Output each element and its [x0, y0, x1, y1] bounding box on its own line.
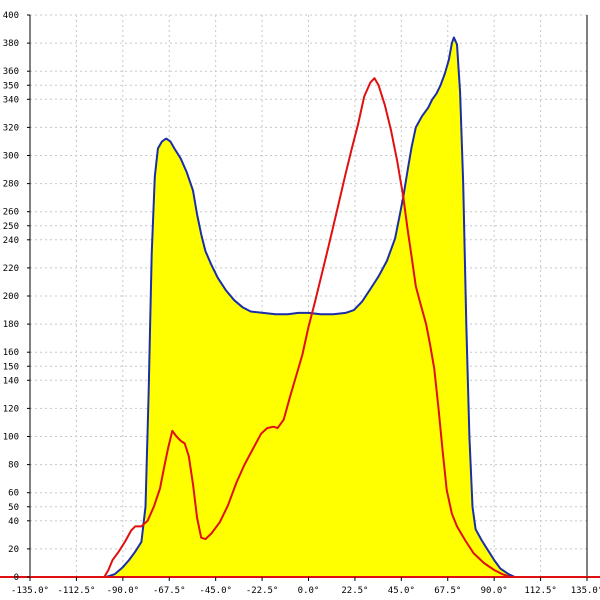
- y-tick-label: 300: [3, 152, 19, 162]
- y-tick-label: 240: [3, 236, 19, 246]
- x-axis-ticks: -135.0° -112.5° -90.0° -67.5° -45.0° -22.5° 0.…: [11, 577, 600, 596]
- y-tick-label: 260: [3, 208, 19, 218]
- x-tick-label: 67.5°: [434, 586, 461, 596]
- y-tick-label: 380: [3, 39, 19, 49]
- y-tick-label: 160: [3, 348, 19, 358]
- y-tick-label: 40: [8, 517, 19, 527]
- y-tick-label: 280: [3, 180, 19, 190]
- x-tick-label: 45.0°: [388, 586, 415, 596]
- x-tick-label: 90.0°: [481, 586, 508, 596]
- y-tick-label: 340: [3, 95, 19, 105]
- y-tick-label: 350: [3, 81, 19, 91]
- x-tick-label: 112.5°: [524, 586, 557, 596]
- series-lines: [30, 36, 587, 578]
- x-tick-label: 0.0°: [298, 586, 320, 596]
- y-tick-label: 140: [3, 376, 19, 386]
- series-blue-fill: [30, 37, 587, 577]
- x-tick-label: -90.0°: [107, 586, 140, 596]
- fill-area: [30, 37, 587, 577]
- x-tick-label: -112.5°: [57, 586, 95, 596]
- y-tick-label: 80: [8, 461, 19, 471]
- y-tick-label: 320: [3, 123, 19, 133]
- y-tick-label: 400: [3, 11, 19, 21]
- x-tick-label: -22.5°: [246, 586, 279, 596]
- y-tick-label: 250: [3, 222, 19, 232]
- series-blue-line: [30, 36, 587, 578]
- y-tick-label: 200: [3, 292, 19, 302]
- y-tick-label: 20: [8, 545, 19, 555]
- axes: [0, 15, 600, 579]
- y-tick-label: 150: [3, 362, 19, 372]
- y-tick-label: 100: [3, 433, 19, 443]
- y-tick-label: 50: [8, 503, 19, 513]
- y-tick-label: 120: [3, 404, 19, 414]
- x-tick-label: 22.5°: [341, 586, 368, 596]
- x-tick-label: -67.5°: [153, 586, 186, 596]
- x-tick-label: -135.0°: [11, 586, 49, 596]
- series-red-line: [30, 77, 587, 578]
- y-axis-ticks: 0 20 40 50 60 80 100 120 140 150 160 180 200 220 240 25…: [3, 11, 30, 583]
- y-tick-label: 0: [14, 573, 19, 583]
- y-tick-label: 60: [8, 489, 19, 499]
- y-tick-label: 220: [3, 264, 19, 274]
- y-tick-label: 360: [3, 67, 19, 77]
- y-tick-label: 180: [3, 320, 19, 330]
- x-tick-label: -45.0°: [199, 586, 232, 596]
- x-tick-label: 135.0°: [571, 586, 600, 596]
